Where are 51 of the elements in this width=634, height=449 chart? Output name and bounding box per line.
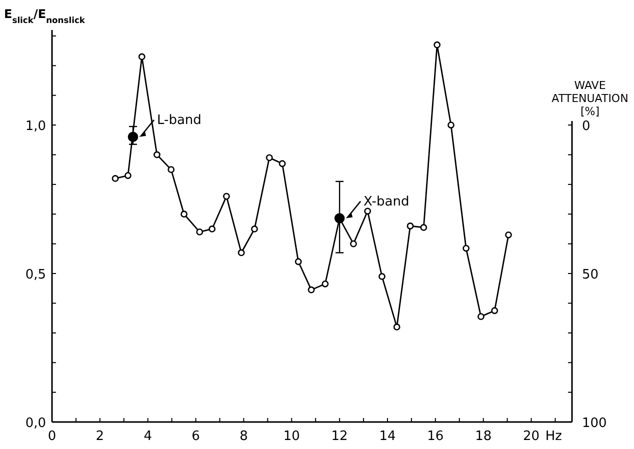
point [180,210,188,218]
x-tick-label: 20 [522,429,540,444]
y-axis-title: E$_{slick}$/E$_{nonslick}$ [4,7,86,25]
x-tick-label: 12 [331,429,348,444]
point [491,307,498,314]
x-tick-label: 6 [192,429,200,444]
point [112,175,119,182]
point [448,122,454,128]
point [128,132,138,142]
point [238,249,245,256]
point [196,228,204,236]
point [420,224,428,231]
point [505,231,512,238]
y-tick-label: 0,0 [25,416,46,431]
x-tick-label: 4 [144,429,152,444]
point [434,41,441,48]
annotation: L-band [156,112,202,128]
point [477,313,484,320]
point [462,244,470,252]
y2-axis-title: WAVE ATTENUATION [%] [552,79,628,118]
x-tick-label: 14 [379,429,396,444]
point [364,208,372,215]
point [154,151,160,158]
point [378,273,386,280]
x-tick-label: 2 [96,429,104,444]
point [124,172,132,179]
point [168,166,175,174]
point [278,160,286,168]
point [208,226,216,232]
x-tick-label: 0 [48,429,56,444]
y-tick-label: 1,0 [25,119,46,134]
x-tick-label: 16 [427,429,444,444]
x-tick-label: 8 [240,429,248,444]
point [406,222,414,230]
point [322,280,329,288]
point [308,286,315,294]
x-axis-title: Hz [545,429,562,444]
point [393,324,400,330]
point [223,192,230,200]
y2-tick-label: 50 [582,268,599,283]
annotation: X-band [364,194,410,210]
point [294,258,302,266]
point [350,240,357,248]
point [138,53,146,60]
y2-tick-label: 0 [582,119,590,134]
y2-tick-label: 100 [582,416,607,431]
point [266,154,273,162]
x-tick-label: 10 [283,429,300,444]
x-tick-label: 18 [475,429,492,444]
point [251,226,258,232]
y-tick-label: 0,5 [25,268,46,283]
